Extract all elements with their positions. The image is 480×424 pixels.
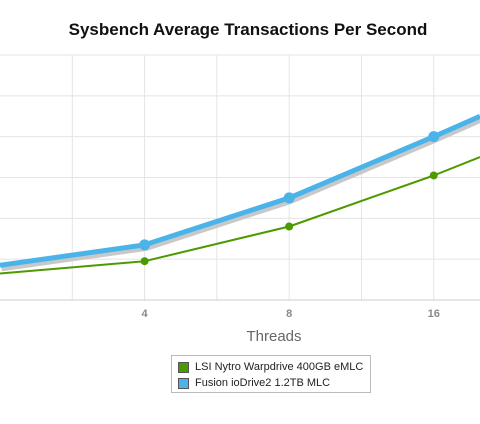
grid [0,54,480,301]
data-point-lsi[interactable] [285,222,294,231]
x-tick-label: 8 [286,308,292,320]
data-point-lsi[interactable] [140,257,149,266]
chart-title: Sysbench Average Transactions Per Second [69,20,428,39]
series-layer [0,114,480,275]
x-tick-label: 4 [142,308,149,320]
data-point-fusion[interactable] [428,131,440,143]
x-axis-label: Threads [246,328,301,345]
legend-item-fusion[interactable]: Fusion ioDrive2 1.2TB MLC [178,375,370,391]
data-point-fusion[interactable] [283,192,295,204]
x-tick-label: 16 [428,308,440,320]
legend-swatch-lsi [178,361,189,373]
legend-label-fusion: Fusion ioDrive2 1.2TB MLC [195,377,331,389]
legend-label-lsi: LSI Nytro Warpdrive 400GB eMLC [195,361,364,373]
legend: LSI Nytro Warpdrive 400GB eMLC Fusion io… [171,355,371,393]
x-axis-ticks: 4 8 16 [142,308,440,320]
legend-swatch-fusion [178,377,189,389]
legend-item-lsi[interactable]: LSI Nytro Warpdrive 400GB eMLC [178,359,370,375]
data-point-fusion[interactable] [139,239,151,251]
data-point-lsi[interactable] [429,171,438,180]
series-shadow [1,115,480,272]
